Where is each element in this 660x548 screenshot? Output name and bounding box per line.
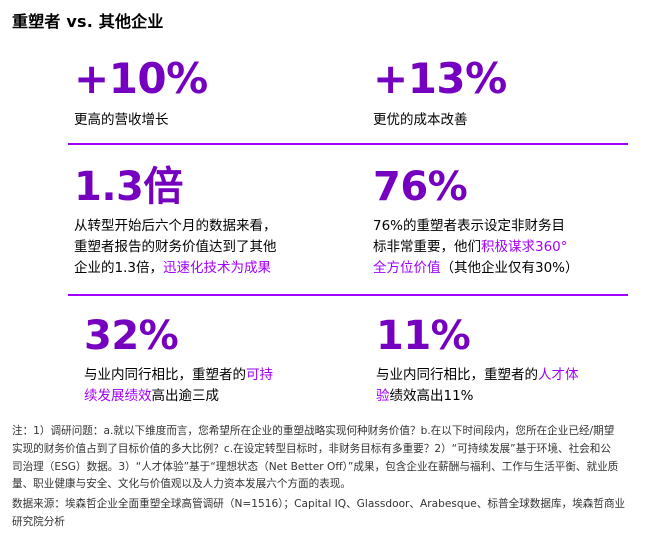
desc-highlight: 迅速化技术为成果 (162, 259, 271, 276)
desc-highlight: 可持 (246, 367, 273, 383)
desc-text: （其他企业仅有30%） (440, 259, 579, 276)
desc-highlight: 验 (376, 387, 390, 404)
data-source: 数据来源：埃森哲企业全面重塑全球高管调研（N=1516）；Capital IQ、… (12, 496, 648, 532)
desc-highlight: 续发展绩效 (84, 387, 152, 404)
stat-value: 1.3倍 (74, 164, 183, 210)
desc-highlight: 人才体 (538, 367, 579, 383)
desc-line: 76%的重塑者表示设定非财务目 (373, 218, 566, 234)
desc-text: 绩效高出11% (389, 387, 474, 404)
stat-description: 与业内同行相比，重塑者的可持 续发展绩效高出逾三成 (84, 365, 346, 407)
divider (68, 143, 628, 145)
stat-sustainability: 32% 与业内同行相比，重塑者的可持 续发展绩效高出逾三成 (84, 316, 346, 407)
stat-value: 11% (376, 313, 471, 359)
desc-line: 全方位价值（其他企业仅有30%） (373, 258, 635, 279)
stat-cost-improvement: +13% 更优的成本改善 (373, 58, 507, 131)
desc-line: 标非常重要，他们积极谋求360° (373, 237, 635, 258)
desc-line: 重塑者报告的财务价值达到了其他 (74, 238, 277, 255)
desc-text: 与业内同行相比，重塑者的 (84, 367, 246, 383)
stat-nonfinancial-goals: 76% 76%的重塑者表示设定非财务目 标非常重要，他们积极谋求360° 全方位… (373, 167, 635, 279)
stat-value: 32% (84, 313, 179, 359)
footnote-line: 注：1）调研问题：a.就以下维度而言，您希望所在企业的重塑战略实现何种财务价值？… (12, 425, 615, 437)
footnote-line: 量、职业健康与安全、文化与价值观以及人力资本发展六个方面的表现。 (12, 478, 351, 491)
stat-description: 与业内同行相比，重塑者的人才体 验绩效高出11% (376, 365, 638, 407)
stat-revenue-growth: +10% 更高的营收增长 (74, 58, 208, 131)
desc-highlight: 全方位价值 (373, 259, 441, 276)
stat-description: 更优的成本改善 (373, 112, 468, 128)
stat-value: +10% (74, 54, 208, 103)
stat-financial-value: 1.3倍 从转型开始后六个月的数据来看， 重塑者报告的财务价值达到了其他 企业的… (74, 167, 336, 279)
desc-line: 从转型开始后六个月的数据来看， (74, 218, 277, 234)
desc-text: 与业内同行相比，重塑者的 (376, 367, 538, 383)
desc-line: 与业内同行相比，重塑者的可持 (84, 365, 346, 386)
stat-talent-experience: 11% 与业内同行相比，重塑者的人才体 验绩效高出11% (376, 316, 638, 407)
stat-value: +13% (373, 54, 507, 103)
page-title: 重塑者 vs. 其他企业 (12, 12, 164, 31)
source-line: 数据来源：埃森哲企业全面重塑全球高管调研（N=1516）；Capital IQ、… (12, 498, 626, 510)
desc-line: 验绩效高出11% (376, 386, 638, 407)
footnote-line: 司治理（ESG）数据。3）“人才体验”基于“理想状态（Net Better Of… (12, 460, 619, 473)
stat-description: 从转型开始后六个月的数据来看， 重塑者报告的财务价值达到了其他 企业的1.3倍，… (74, 216, 336, 279)
desc-line: 与业内同行相比，重塑者的人才体 (376, 365, 638, 386)
desc-text: 高出逾三成 (151, 387, 220, 404)
desc-line: 企业的1.3倍，迅速化技术为成果 (74, 258, 336, 279)
footnote-line: 实现的财务价值占到了目标价值的多大比例？c.在设定转型目标时，非财务目标有多重要… (12, 442, 611, 455)
divider (68, 294, 628, 296)
stat-description: 76%的重塑者表示设定非财务目 标非常重要，他们积极谋求360° 全方位价值（其… (373, 216, 635, 279)
desc-text: 标非常重要，他们 (373, 238, 481, 255)
source-line: 研究院分析 (12, 515, 65, 528)
stat-description: 更高的营收增长 (74, 112, 169, 128)
footnotes: 注：1）调研问题：a.就以下维度而言，您希望所在企业的重塑战略实现何种财务价值？… (12, 423, 648, 494)
desc-text: 企业的1.3倍， (74, 259, 163, 276)
desc-highlight: 积极谋求360° (481, 238, 568, 255)
stat-value: 76% (373, 164, 468, 210)
desc-line: 续发展绩效高出逾三成 (84, 386, 346, 407)
